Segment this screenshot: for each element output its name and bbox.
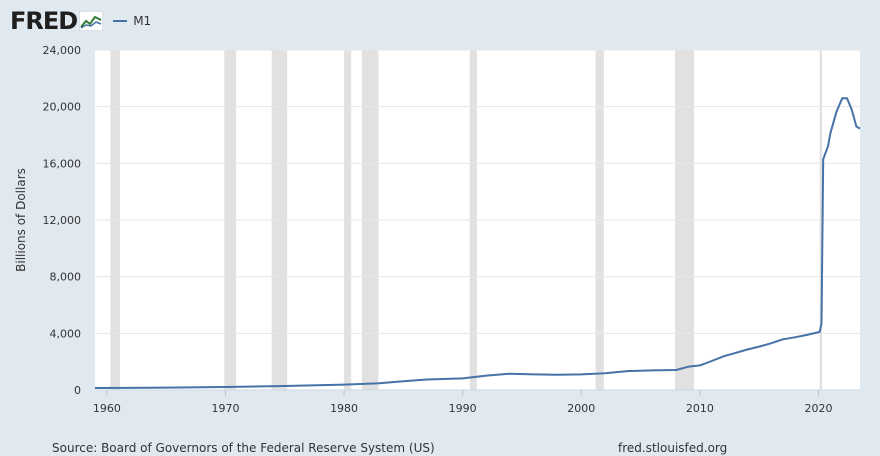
y-axis: 0 4,000 8,000 12,000 16,000 20,000 24,000 bbox=[43, 44, 82, 397]
x-tick-label: 1970 bbox=[211, 402, 239, 415]
y-tick-label: 16,000 bbox=[43, 157, 82, 170]
y-tick-label: 12,000 bbox=[43, 214, 82, 227]
y-axis-label: Billions of Dollars bbox=[14, 168, 28, 272]
x-tick-label: 2000 bbox=[567, 402, 595, 415]
source-note: Source: Board of Governors of the Federa… bbox=[52, 441, 435, 455]
fred-logo[interactable]: FRED bbox=[10, 7, 78, 35]
legend-swatch bbox=[113, 20, 128, 22]
x-axis: 1960 1970 1980 1990 2000 2010 2020 bbox=[93, 389, 860, 415]
y-tick-label: 24,000 bbox=[43, 44, 82, 57]
legend-label-m1: M1 bbox=[133, 14, 152, 28]
x-tick-label: 2010 bbox=[686, 402, 714, 415]
header: FRED M1 bbox=[10, 6, 151, 36]
y-tick-label: 4,000 bbox=[50, 327, 82, 340]
x-tick-label: 2020 bbox=[804, 402, 832, 415]
y-tick-label: 8,000 bbox=[50, 271, 82, 284]
x-tick-label: 1980 bbox=[330, 402, 358, 415]
chart-line-icon bbox=[79, 11, 104, 31]
x-tick-label: 1960 bbox=[93, 402, 121, 415]
source-url[interactable]: fred.stlouisfed.org bbox=[618, 441, 728, 455]
legend[interactable]: M1 bbox=[113, 14, 151, 28]
series-line-m1[interactable] bbox=[94, 97, 861, 389]
y-tick-label: 20,000 bbox=[43, 101, 82, 114]
gridlines bbox=[95, 49, 860, 391]
x-tick-label: 1990 bbox=[449, 402, 477, 415]
y-tick-label: 0 bbox=[74, 384, 81, 397]
